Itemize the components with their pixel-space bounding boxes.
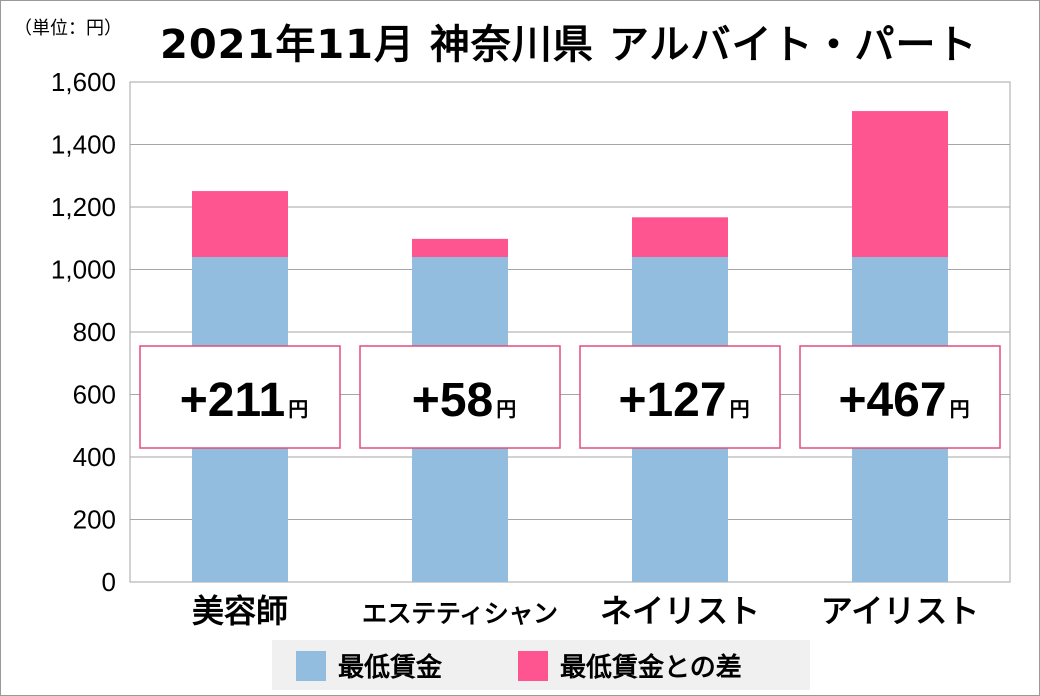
y-tick-label: 200	[73, 505, 116, 535]
unit-note: （単位：円）	[14, 18, 122, 39]
legend-swatch-wage-difference	[518, 651, 548, 681]
y-tick-label: 0	[102, 567, 116, 597]
y-tick-label: 600	[73, 380, 116, 410]
difference-label: +211 円	[180, 374, 308, 427]
difference-unit: 円	[496, 397, 516, 421]
difference-value: +127	[618, 374, 726, 427]
y-tick-label: 800	[73, 317, 116, 347]
y-tick-label: 1,000	[51, 255, 116, 285]
difference-value: +467	[838, 374, 946, 427]
x-axis-category-labels: 美容師 エステティシャン ネイリスト アイリスト	[192, 592, 979, 630]
x-category-label: ネイリスト	[600, 592, 760, 630]
legend-label: 最低賃金	[338, 652, 443, 683]
y-tick-label: 1,200	[51, 192, 116, 222]
bar-wage-difference	[632, 217, 728, 257]
difference-box	[139, 345, 341, 449]
y-tick-label: 1,400	[51, 130, 116, 160]
difference-unit: 円	[288, 397, 308, 421]
chart-title: 2021年11月 神奈川県 アルバイト・パート	[160, 22, 978, 68]
y-tick-label: 1,600	[51, 67, 116, 97]
difference-label: +467 円	[838, 374, 969, 427]
difference-value: +58	[412, 374, 493, 427]
y-tick-label: 400	[73, 442, 116, 472]
difference-unit: 円	[730, 397, 750, 421]
difference-box	[359, 345, 561, 449]
x-category-label: 美容師	[192, 592, 288, 630]
legend-swatch-minimum-wage	[296, 651, 326, 681]
legend: 最低賃金 最低賃金との差	[272, 640, 810, 690]
difference-label: +127 円	[618, 374, 749, 427]
bar-wage-difference	[412, 238, 508, 257]
difference-unit: 円	[950, 397, 970, 421]
difference-labels: +211 円 +58 円 +127 円 +467 円	[139, 345, 1001, 449]
y-axis-tick-labels: 0 200 400 600 800 1,000 1,200 1,400 1,600	[51, 67, 116, 597]
x-category-label: アイリスト	[821, 592, 979, 630]
difference-label: +58 円	[412, 374, 516, 427]
difference-box	[799, 345, 1001, 449]
difference-value: +211	[180, 374, 285, 427]
bar-wage-difference	[852, 111, 948, 257]
x-category-label: エステティシャン	[362, 599, 558, 628]
bar-wage-difference	[192, 191, 288, 257]
difference-box	[579, 345, 781, 449]
legend-label: 最低賃金との差	[560, 652, 742, 683]
